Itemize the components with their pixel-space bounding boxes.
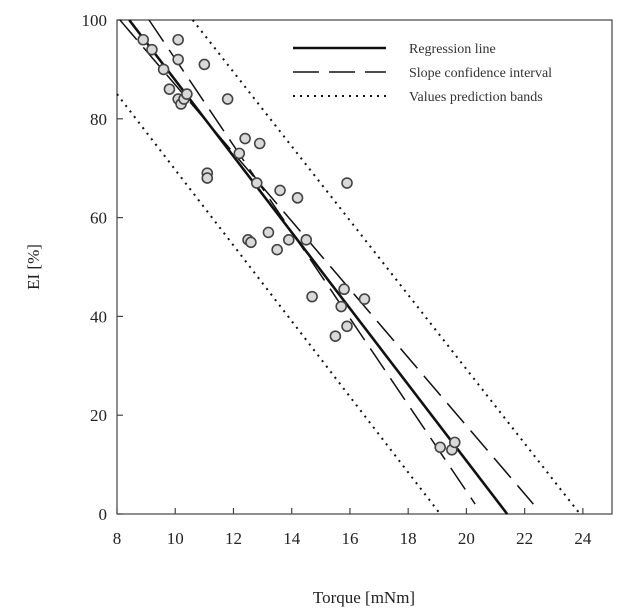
- data-points: [137, 33, 461, 456]
- data-point: [172, 33, 184, 46]
- data-point: [341, 177, 353, 189]
- data-point: [250, 177, 263, 189]
- data-point: [358, 293, 371, 305]
- data-point: [274, 184, 286, 197]
- data-point: [172, 53, 184, 66]
- data-point: [434, 441, 447, 454]
- y-tick-label: 0: [99, 505, 108, 524]
- x-tick-label: 12: [225, 529, 242, 548]
- data-point: [181, 88, 193, 100]
- x-tick-label: 22: [516, 529, 533, 548]
- legend-label: Regression line: [409, 42, 496, 57]
- data-point: [221, 93, 234, 105]
- x-tick-label: 10: [167, 529, 184, 548]
- data-point: [146, 43, 158, 56]
- data-point: [338, 283, 350, 296]
- x-tick-label: 8: [113, 529, 122, 548]
- x-tick-label: 20: [458, 529, 475, 548]
- data-point: [335, 300, 348, 313]
- data-point: [239, 132, 251, 145]
- y-tick-label: 80: [90, 110, 107, 129]
- plot-area: [116, 19, 613, 515]
- x-axis-title: Torque [mNm]: [313, 588, 415, 607]
- data-point: [448, 436, 461, 449]
- regression-line: [128, 19, 509, 515]
- data-point: [341, 320, 353, 333]
- y-tick-label: 20: [90, 406, 107, 425]
- data-point: [306, 290, 318, 303]
- data-point: [137, 33, 150, 46]
- x-tick-label: 24: [574, 529, 592, 548]
- data-point: [271, 243, 283, 256]
- x-tick-label: 16: [341, 529, 358, 548]
- legend-label: Values prediction bands: [409, 90, 543, 105]
- data-point: [253, 137, 266, 150]
- y-tick-label: 60: [90, 209, 107, 228]
- confidence-interval-line: [148, 19, 476, 505]
- y-axis-title: EI [%]: [24, 244, 43, 290]
- x-tick-label: 18: [400, 529, 417, 548]
- data-point: [282, 234, 295, 246]
- data-point: [291, 192, 304, 204]
- data-point: [245, 236, 257, 249]
- data-point: [198, 58, 211, 71]
- y-tick-label: 100: [82, 11, 108, 30]
- data-point: [163, 83, 176, 95]
- data-point: [329, 330, 342, 342]
- data-point: [262, 226, 275, 239]
- x-axis-ticks: 8 10 12 14 16 18 20 22 24: [113, 508, 592, 548]
- prediction-band-line: [116, 93, 441, 515]
- fit-lines: [116, 19, 581, 515]
- x-tick-label: 14: [283, 529, 301, 548]
- legend-label: Slope confidence interval: [409, 66, 552, 81]
- y-tick-label: 40: [90, 307, 107, 326]
- data-point: [157, 63, 170, 76]
- data-point: [233, 147, 246, 160]
- data-point: [300, 234, 313, 246]
- data-point: [201, 172, 214, 184]
- legend: Regression line Slope confidence interval…: [293, 42, 552, 105]
- y-axis-ticks: 0 20 40 60 80 100: [82, 11, 123, 524]
